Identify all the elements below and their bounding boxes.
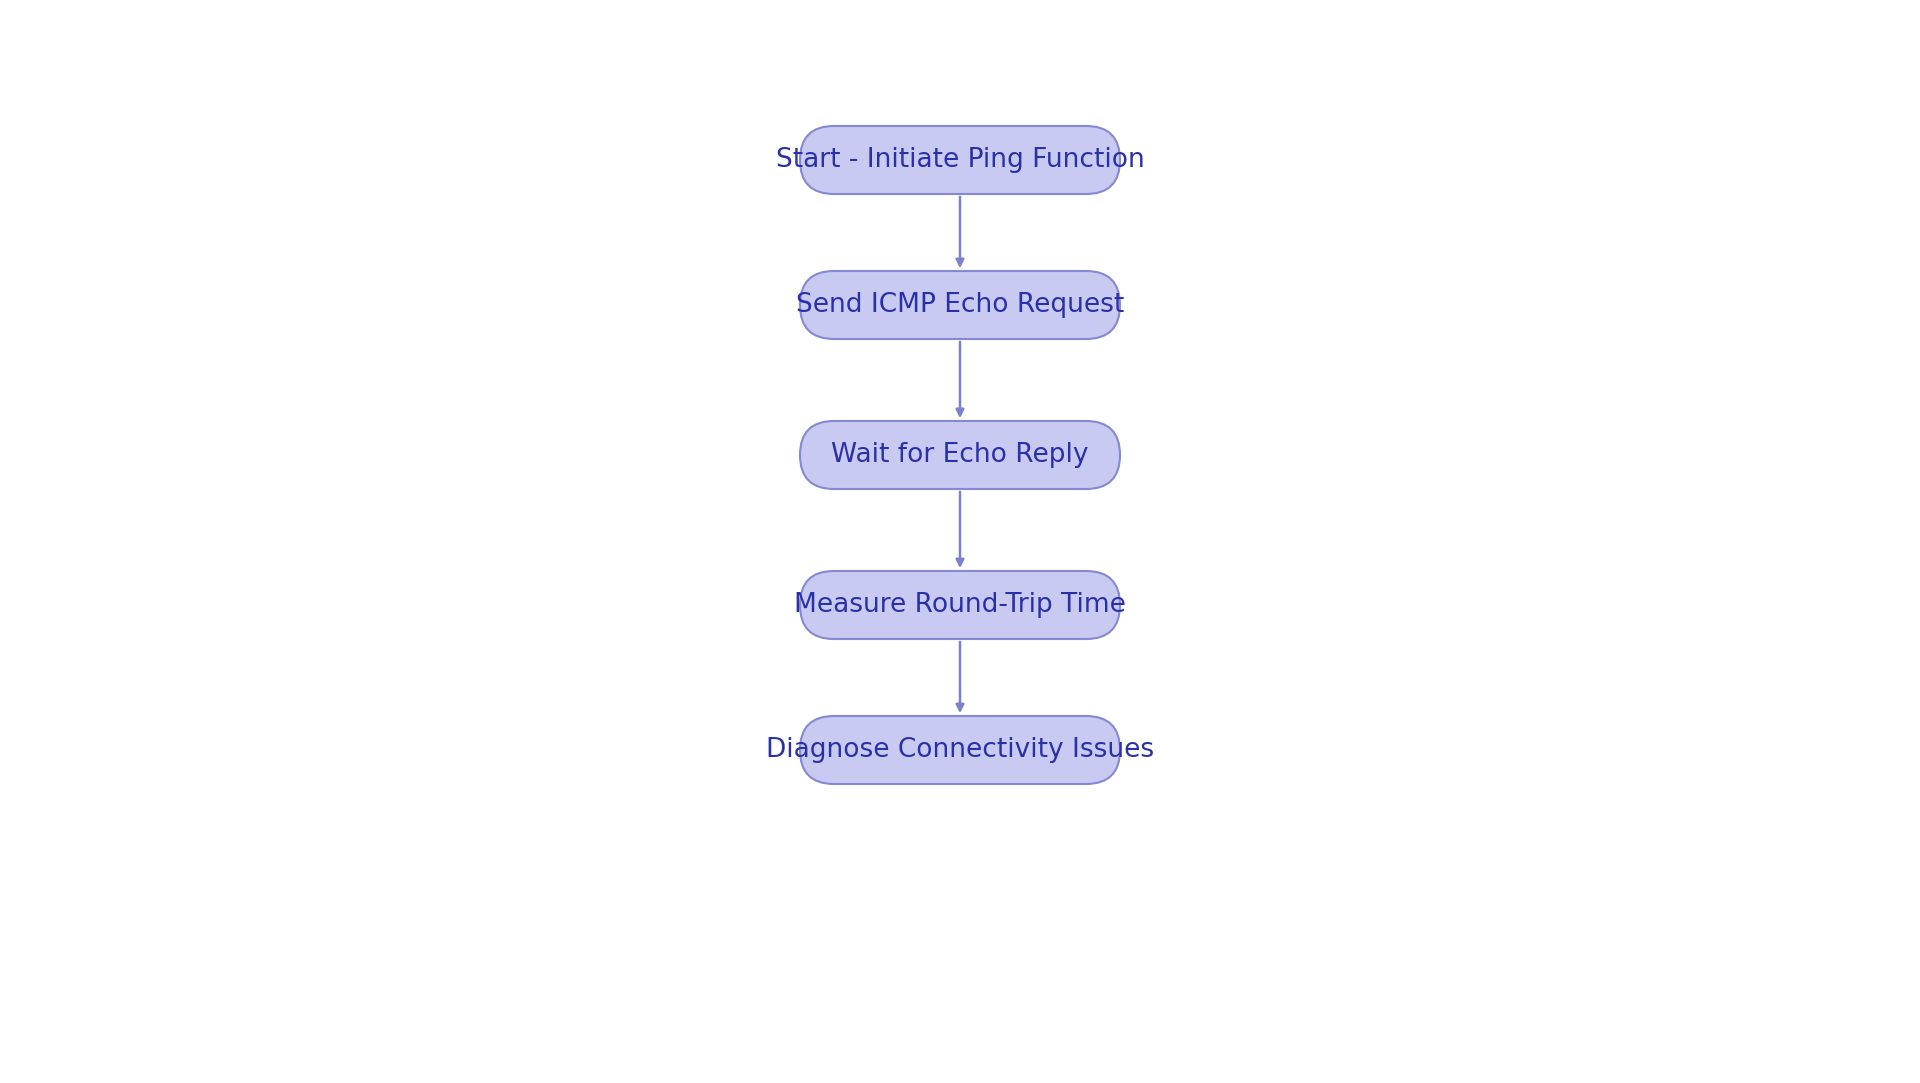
Text: Start - Initiate Ping Function: Start - Initiate Ping Function xyxy=(776,147,1144,173)
FancyBboxPatch shape xyxy=(801,571,1119,639)
Text: Send ICMP Echo Request: Send ICMP Echo Request xyxy=(797,292,1123,318)
Text: Wait for Echo Reply: Wait for Echo Reply xyxy=(831,442,1089,468)
FancyBboxPatch shape xyxy=(801,421,1119,490)
FancyBboxPatch shape xyxy=(801,716,1119,784)
Text: Measure Round-Trip Time: Measure Round-Trip Time xyxy=(795,592,1125,618)
FancyBboxPatch shape xyxy=(801,126,1119,194)
Text: Diagnose Connectivity Issues: Diagnose Connectivity Issues xyxy=(766,738,1154,764)
FancyBboxPatch shape xyxy=(801,271,1119,339)
